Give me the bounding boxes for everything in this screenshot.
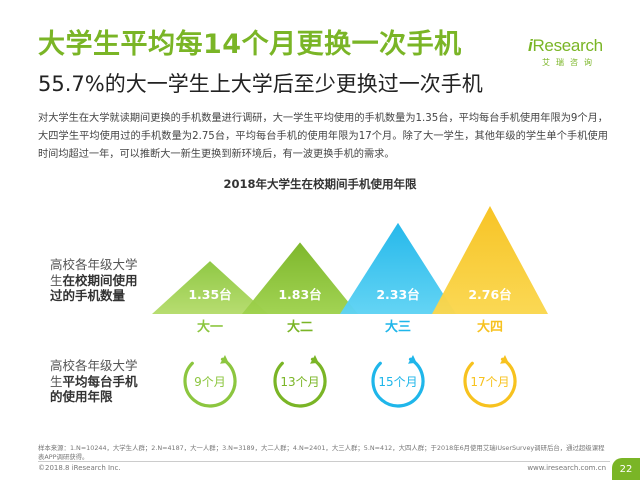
row-label-usage-duration: 高校各年级大学生平均每台手机的使用年限 [50, 358, 142, 405]
triangle-mark-3 [340, 222, 456, 314]
months-label-2: 13个月 [280, 375, 319, 389]
page-number: 22 [612, 458, 640, 480]
footer-divider [38, 461, 610, 462]
page-title: 大学生平均每14个月更换一次手机 [38, 29, 462, 60]
intro-paragraph: 对大学生在大学就读期间更换的手机数量进行调研，大一学生平均使用的手机数量为1.3… [38, 113, 608, 160]
triangle-mark-1 [152, 261, 268, 314]
row-label-count-pre: 高校各年级大学生 [50, 257, 138, 288]
logo-research: Research [532, 36, 603, 55]
page-subtitle: 55.7%的大一学生上大学后至少更换过一次手机 [38, 72, 483, 96]
cycle-arrowhead-4 [500, 355, 509, 364]
grade-label-1: 大一 [197, 319, 223, 335]
triangle-mark-4 [432, 206, 548, 314]
logo-i: i [528, 36, 533, 55]
cycle-arrow-1 [183, 357, 237, 408]
months-label-1: 9个月 [194, 375, 226, 389]
months-label-3: 15个月 [378, 375, 417, 389]
copyright: ©2018.8 iResearch Inc. [38, 464, 121, 472]
logo-wordmark: iResearch [528, 36, 606, 56]
logo-chinese: 艾瑞咨询 [542, 58, 598, 67]
row-label-duration-pre: 高校各年级大学生 [50, 358, 138, 389]
cycle-arrowhead-2 [310, 355, 319, 364]
cycle-arrow-3 [371, 357, 425, 408]
row-label-duration-bold: 平均每台手机的使用年限 [50, 373, 138, 405]
row-label-phone-count: 高校各年级大学生在校期间使用过的手机数量 [50, 257, 142, 304]
cycle-arrow-2 [273, 357, 327, 408]
chart-title: 2018年大学生在校期间手机使用年限 [223, 177, 417, 191]
months-label-4: 17个月 [470, 375, 509, 389]
phone-count-label-3: 2.33台 [376, 287, 419, 302]
cycle-arrow-4 [463, 357, 517, 408]
phone-count-label-2: 1.83台 [278, 287, 321, 302]
phone-count-label-4: 2.76台 [468, 287, 511, 302]
row-label-count-bold: 在校期间使用过的手机数量 [50, 272, 138, 304]
phone-count-label-1: 1.35台 [188, 287, 231, 302]
iresearch-logo: iResearch 艾瑞咨询 [528, 36, 606, 68]
cycle-arrowhead-1 [220, 355, 229, 364]
grade-label-2: 大二 [287, 319, 313, 335]
grade-label-3: 大三 [385, 319, 411, 335]
triangle-mark-2 [242, 242, 358, 314]
grade-label-4: 大四 [477, 319, 503, 335]
website: www.iresearch.com.cn [527, 464, 606, 472]
cycle-arrowhead-3 [408, 355, 417, 364]
sample-source-note: 样本来源：1.N=10244，大学生人群；2.N=4187，大一人群；3.N=3… [38, 444, 605, 461]
